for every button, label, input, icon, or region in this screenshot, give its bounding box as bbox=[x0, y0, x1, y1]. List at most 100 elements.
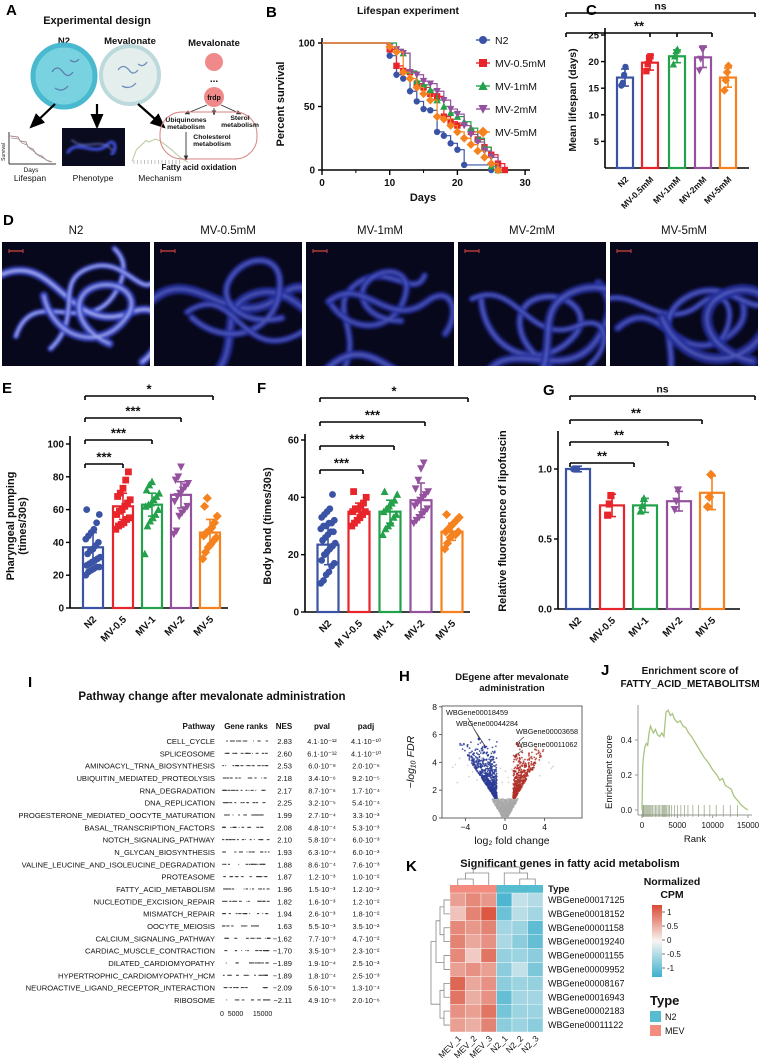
survival-markers-N2 bbox=[386, 52, 495, 174]
padj-value: 4.7·10⁻² bbox=[353, 934, 381, 943]
sig-label: * bbox=[391, 384, 397, 399]
scatter-points-MV-0.5mM bbox=[643, 53, 654, 75]
gene-annotation: WBGene00018459 bbox=[446, 708, 508, 717]
x-category-label: MV-0.5 bbox=[99, 614, 129, 644]
gene-row-label: WBGene00018152 bbox=[548, 909, 625, 919]
y-tick-label: 2 bbox=[432, 785, 437, 795]
y-tick-label: 1.0 bbox=[538, 465, 552, 476]
type-legend-title: Type bbox=[650, 993, 679, 1008]
x-category-label: N2 bbox=[616, 174, 631, 189]
pathway-name: DILATED_CARDIOMYOPATHY bbox=[108, 959, 215, 968]
flow-branch-sterol: Sterol bbox=[230, 115, 249, 122]
nes-value: 1.99 bbox=[277, 811, 292, 820]
sig-label: *** bbox=[96, 450, 112, 465]
worm-art bbox=[2, 245, 150, 366]
bar bbox=[665, 500, 693, 611]
x-category-label: MV-0.5 bbox=[588, 615, 618, 645]
y-axis-label: −log₁₀ FDR bbox=[405, 735, 417, 788]
flow-node-frdp bbox=[204, 87, 224, 107]
gene-annotation: WBGene00003658 bbox=[516, 727, 578, 736]
padj-value: 2.5·10⁻³ bbox=[353, 959, 381, 968]
x-axis-label: Rank bbox=[684, 834, 706, 845]
pval-value: 5.6·10⁻⁶ bbox=[308, 984, 336, 993]
chart-title: Lifespan experiment bbox=[357, 5, 460, 17]
heatmap-cell bbox=[496, 1003, 513, 1019]
x-category-label: M V-0.5 bbox=[333, 618, 365, 650]
pval-value: 1.6·10⁻³ bbox=[309, 897, 337, 906]
padj-value: 3.5·10⁻² bbox=[353, 922, 381, 931]
heatmap-cell bbox=[511, 1017, 528, 1033]
column-annotation bbox=[450, 885, 466, 893]
worm-art bbox=[610, 284, 758, 366]
x-tick-label: 10 bbox=[384, 178, 396, 189]
bar bbox=[667, 55, 687, 170]
y-tick-label: 0.0 bbox=[621, 806, 633, 815]
panel-label-j: J bbox=[601, 662, 610, 679]
arrow bbox=[137, 103, 166, 129]
thumb-caption-lifespan: Lifespan bbox=[14, 173, 46, 183]
scatter-points-MV-2mM bbox=[695, 45, 708, 75]
nes-value: 2.25 bbox=[277, 799, 292, 808]
heatmap-cell bbox=[465, 976, 482, 991]
heatmap-cell bbox=[449, 920, 466, 935]
nes-value: 2.53 bbox=[277, 762, 292, 771]
y-tick-label: 50 bbox=[304, 102, 316, 113]
heatmap-cell bbox=[496, 934, 513, 949]
arrow bbox=[29, 103, 56, 129]
sig-label: *** bbox=[365, 408, 381, 423]
panel-label-b: B bbox=[266, 4, 277, 21]
scatter-points-N2 bbox=[618, 63, 629, 89]
mechanism-thumb bbox=[131, 138, 189, 163]
dish-label-mevalonate: Mevalonate bbox=[104, 36, 156, 47]
heatmap-cell bbox=[449, 892, 466, 908]
pval-value: 5.5·10⁻³ bbox=[309, 922, 337, 931]
scatter-points-N2 bbox=[317, 491, 339, 587]
nes-value: 2.10 bbox=[277, 836, 292, 845]
pval-value: 2.6·10⁻³ bbox=[309, 910, 337, 919]
heatmap-title: Significant genes in fatty acid metaboli… bbox=[460, 858, 680, 870]
padj-value: 2.0·10⁻⁶ bbox=[352, 762, 380, 771]
scatter-points-N2 bbox=[82, 506, 104, 579]
heatmap-cell bbox=[511, 934, 528, 949]
chart-title: Enrichment score of bbox=[642, 666, 739, 677]
y-axis-label: Body bend (times/30s) bbox=[262, 467, 274, 585]
pathway-name: HYPERTROPHIC_CARDIOMYOPATHY_HCM bbox=[58, 971, 215, 980]
pathway-name: NUCLEOTIDE_EXCISION_REPAIR bbox=[94, 897, 216, 906]
x-category-label: MV-1mM bbox=[651, 174, 682, 205]
pval-value: 7.7·10⁻³ bbox=[309, 934, 337, 943]
y-tick-label: 40 bbox=[288, 493, 300, 504]
heatmap-cell bbox=[480, 990, 497, 1005]
heatmap-cell bbox=[480, 920, 497, 935]
sig-label: *** bbox=[111, 426, 127, 441]
colorbar-tick: 1 bbox=[667, 908, 672, 917]
heatmap-cell bbox=[496, 948, 513, 963]
pval-value: 3.2·10⁻⁵ bbox=[308, 799, 336, 808]
pval-value: 3.5·10⁻³ bbox=[309, 947, 337, 956]
nes-value: 2.08 bbox=[277, 823, 292, 832]
colorbar-tick: -0.5 bbox=[667, 950, 681, 959]
pathway-name: UBIQUITIN_MEDIATED_PROTEOLYSIS bbox=[76, 774, 215, 783]
nes-value: 2.83 bbox=[277, 737, 292, 746]
pval-value: 1.5·10⁻³ bbox=[309, 885, 337, 894]
chart-title: administration bbox=[479, 683, 545, 694]
heatmap-cell bbox=[527, 906, 544, 922]
heatmap-cell bbox=[449, 990, 466, 1005]
image-label: MV-0.5mM bbox=[200, 225, 256, 237]
enrichment-curve bbox=[641, 709, 749, 811]
pval-value: 8.7·10⁻⁶ bbox=[308, 786, 336, 795]
worms bbox=[51, 58, 148, 91]
padj-value: 2.3·10⁻² bbox=[353, 947, 381, 956]
heatmap-cell bbox=[480, 1003, 497, 1019]
legend-label-MV-2mM: MV-2mM bbox=[495, 104, 537, 116]
panel-d-image-mv05: MV-0.5mM bbox=[154, 225, 302, 366]
survival-curve-MV-2mM bbox=[322, 42, 499, 170]
scatter-points-MV-1 bbox=[140, 477, 164, 558]
x-category-label: MV-5 bbox=[192, 614, 217, 639]
pathway-name: RIBOSOME bbox=[174, 996, 215, 1005]
y-axis-label: (times/30s) bbox=[17, 497, 29, 555]
flow-source-label: Mevalonate bbox=[188, 38, 240, 49]
padj-value: 4.1·10⁻¹⁰ bbox=[351, 737, 381, 746]
heatmap-cell bbox=[480, 976, 497, 991]
legend-label-MV-1mM: MV-1mM bbox=[495, 81, 537, 93]
nes-value: −1.70 bbox=[273, 947, 292, 956]
